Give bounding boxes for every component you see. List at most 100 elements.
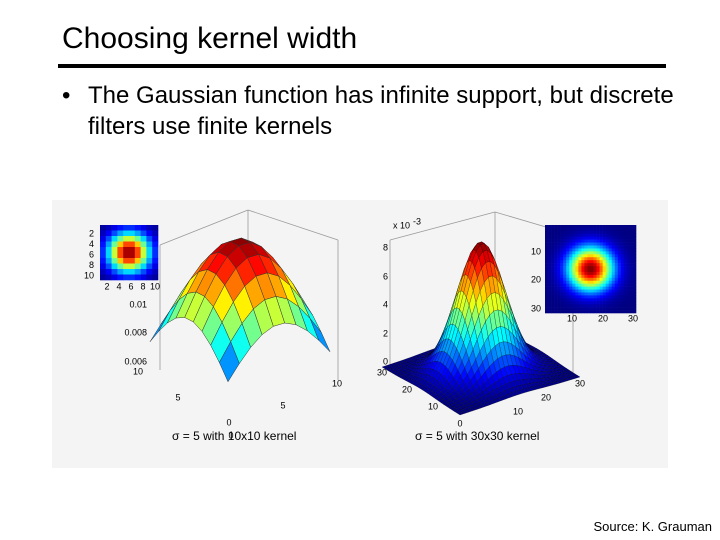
surface-face (384, 366, 393, 371)
heatmap-cell (590, 260, 594, 264)
tick-label: 10 (531, 246, 541, 256)
heatmap-cell (596, 242, 600, 246)
heatmap-cell (569, 277, 573, 282)
heatmap-cell (590, 263, 594, 267)
heatmap-cell (560, 260, 564, 264)
tick-label: x 10 (393, 220, 410, 230)
heatmap-cell (557, 283, 561, 287)
heatmap-cell (581, 242, 585, 246)
surface-face (568, 376, 577, 380)
heatmap-cell (617, 254, 622, 258)
heatmap-cell (557, 277, 561, 282)
heatmap-cell (614, 304, 619, 308)
heatmap-cell (566, 292, 570, 296)
heatmap-cell (545, 236, 549, 240)
heatmap-cell (123, 225, 130, 231)
heatmap-cell (557, 245, 561, 249)
heatmap-cell (632, 263, 637, 267)
heatmap-cell (575, 245, 579, 249)
heatmap-cell (608, 280, 613, 284)
heatmap-cell (548, 310, 552, 314)
heatmap-cell (611, 251, 616, 255)
heatmap-cell (626, 301, 631, 305)
heatmap-cell (623, 242, 628, 246)
heatmap-cell (629, 227, 634, 232)
heatmap-cell (617, 230, 622, 235)
heatmap-cell (581, 233, 585, 238)
heatmap-cell (614, 271, 619, 276)
heatmap-cell (575, 263, 579, 267)
surface-face (512, 314, 521, 334)
heatmap-cell (617, 286, 622, 290)
heatmap-cell (578, 310, 582, 314)
surface-face (496, 278, 504, 301)
heatmap-cell (617, 274, 622, 279)
surface-face (564, 377, 573, 382)
heatmap-cell (590, 304, 594, 308)
heatmap-cell (599, 280, 603, 284)
heatmap-cell (614, 245, 619, 249)
heatmap-cell (590, 245, 594, 249)
heatmap-cell (626, 230, 631, 235)
heatmap-cell (614, 225, 619, 229)
heatmap-cell (605, 236, 609, 240)
heatmap-cell (617, 263, 622, 267)
heatmap-cell (560, 251, 564, 255)
heatmap-cell (569, 295, 573, 299)
heatmap-cell (626, 304, 631, 308)
heatmap-cell (578, 239, 582, 243)
heatmap-cell (578, 283, 582, 287)
tick-label: 20 (531, 274, 541, 284)
heatmap-cell (551, 295, 555, 299)
heatmap-cell (608, 242, 613, 246)
heatmap-cell (548, 301, 552, 305)
heatmap-cell (560, 298, 564, 302)
heatmap-cell (614, 292, 619, 296)
heatmap-cell (554, 251, 558, 255)
heatmap-cell (599, 245, 603, 249)
heatmap-cell (560, 271, 564, 276)
heatmap-cell (548, 271, 552, 276)
heatmap-cell (617, 283, 622, 287)
heatmap-cell (587, 271, 591, 276)
heatmap-cell (602, 298, 606, 302)
heatmap-cell (146, 241, 153, 248)
heatmap-cell (100, 225, 107, 231)
heatmap-cell (129, 225, 136, 231)
heatmap-cell (611, 257, 616, 261)
tick-label: 0.008 (124, 327, 147, 337)
heatmap-cell (548, 227, 552, 232)
surface-face (511, 315, 519, 336)
heatmap-cell (629, 271, 634, 276)
heatmap-cell (572, 245, 576, 249)
heatmap-cell (614, 301, 619, 305)
heatmap-cell (569, 251, 573, 255)
tick-label: 30 (531, 303, 541, 313)
heatmap-cell (545, 277, 549, 282)
heatmap-cell (111, 241, 118, 248)
heatmap-cell (605, 242, 609, 246)
surface-face (564, 369, 573, 374)
heatmap-cell (617, 307, 622, 311)
surface-face (497, 271, 506, 294)
heatmap-cell (584, 280, 588, 284)
heatmap-cell (575, 283, 579, 287)
heatmap-cell (105, 274, 112, 281)
heatmap-cell (578, 289, 582, 293)
surface-face (529, 348, 537, 357)
heatmap-cell (611, 271, 616, 276)
heatmap-cell (545, 292, 549, 296)
heatmap-cell (596, 245, 600, 249)
heatmap-cell (584, 257, 588, 261)
heatmap-cell (599, 248, 603, 252)
heatmap-cell (611, 266, 616, 270)
heatmap-cell (593, 280, 597, 284)
heatmap-cell (578, 251, 582, 255)
heatmap-cell (578, 277, 582, 282)
heatmap-cell (593, 274, 597, 279)
heatmap-cell (554, 289, 558, 293)
heatmap-cell (584, 298, 588, 302)
heatmap-cell (575, 295, 579, 299)
tick-label: 2 (104, 281, 109, 291)
heatmap-cell (605, 277, 609, 282)
